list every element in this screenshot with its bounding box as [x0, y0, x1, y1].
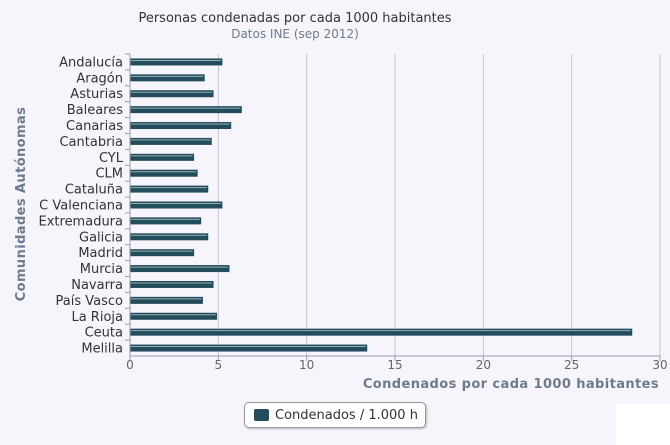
- legend-item[interactable]: Condenados / 1.000 h: [244, 402, 426, 428]
- category-label: Melilla: [81, 342, 123, 357]
- bars: [129, 58, 633, 352]
- category-label: Aragón: [76, 71, 123, 86]
- category-label: Baleares: [67, 103, 124, 118]
- chart-title: Personas condenadas por cada 1000 habita…: [138, 11, 452, 26]
- legend-label: Condenados / 1.000 h: [275, 407, 418, 423]
- bar[interactable]: [129, 201, 223, 209]
- x-tick-label: 10: [299, 358, 314, 372]
- x-axis-title: Condenados por cada 1000 habitantes: [363, 377, 659, 392]
- category-label: Galicia: [79, 230, 123, 245]
- category-label: CLM: [95, 167, 123, 182]
- category-label: Cataluña: [65, 183, 123, 198]
- x-tick-label: 30: [652, 358, 667, 372]
- y-axis-title: Comunidades Autónomas: [14, 107, 29, 302]
- category-label: CYL: [99, 151, 124, 166]
- category-label: Extremadura: [39, 214, 124, 229]
- bar[interactable]: [129, 90, 214, 98]
- category-label: Asturias: [70, 87, 123, 102]
- category-label: Canarias: [66, 119, 123, 134]
- bar[interactable]: [129, 153, 195, 161]
- category-label: Madrid: [78, 246, 123, 261]
- category-label: País Vasco: [56, 294, 124, 309]
- bar[interactable]: [129, 58, 223, 66]
- bar[interactable]: [129, 265, 230, 273]
- axes: [125, 53, 660, 357]
- bar[interactable]: [129, 137, 212, 145]
- x-tick-label: 5: [215, 358, 223, 372]
- bar[interactable]: [129, 217, 202, 225]
- x-tick-label: 20: [476, 358, 491, 372]
- background-corner: [616, 404, 670, 445]
- category-label: Cantabria: [59, 135, 123, 150]
- category-label: C Valenciana: [39, 199, 123, 214]
- x-tick-label: 25: [564, 358, 579, 372]
- bar[interactable]: [129, 74, 205, 82]
- x-tick-label: 0: [126, 358, 134, 372]
- bar[interactable]: [129, 185, 209, 193]
- category-label: Ceuta: [85, 326, 123, 341]
- tick-labels: 0 5 10 15 20 25 30: [126, 358, 667, 372]
- chart-subtitle: Datos INE (sep 2012): [231, 27, 359, 41]
- bar[interactable]: [129, 122, 232, 130]
- x-tick-label: 15: [387, 358, 402, 372]
- category-label: Murcia: [80, 262, 123, 277]
- bar[interactable]: [129, 296, 203, 304]
- bar[interactable]: [129, 344, 368, 352]
- bar[interactable]: [129, 312, 218, 320]
- legend-swatch: [254, 409, 269, 421]
- bar[interactable]: [129, 106, 242, 114]
- bar[interactable]: [129, 280, 214, 288]
- category-label: Andalucía: [59, 55, 123, 70]
- bar[interactable]: [129, 249, 195, 257]
- bar[interactable]: [129, 169, 198, 177]
- grid-lines: [129, 54, 661, 361]
- category-labels: AndalucíaAragónAsturiasBalearesCanariasC…: [39, 55, 124, 356]
- category-label: Navarra: [71, 278, 123, 293]
- bar[interactable]: [129, 328, 633, 336]
- bar[interactable]: [129, 233, 209, 241]
- category-label: La Rioja: [71, 310, 123, 325]
